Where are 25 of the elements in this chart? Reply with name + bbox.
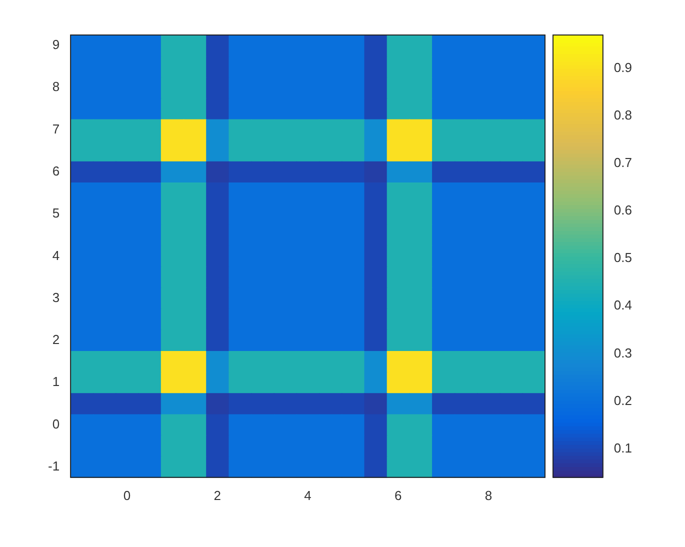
x-tick-label: 0 [123,488,131,503]
color-bar-label: 0.6 [614,202,632,218]
y-tick-label: 9 [52,37,60,52]
x-tick-label: 8 [484,488,492,503]
color-bar-label: 0.5 [614,250,632,266]
y-tick-label: -1 [48,458,60,474]
x-tick-label: 4 [304,488,312,503]
color-bar-label: 0.9 [614,60,632,75]
color-bar-label: 0.7 [614,155,632,170]
color-bar-label: 0.3 [614,345,632,360]
y-tick-label: 4 [52,248,60,263]
y-tick-label: 6 [52,164,60,179]
y-tick-label: 7 [52,121,60,136]
y-tick-label: 0 [52,416,60,432]
y-tick-label: 3 [52,290,60,305]
y-tick-label: 1 [52,374,60,390]
y-tick-label: 2 [52,332,60,348]
x-tick-label: 6 [394,488,402,503]
color-bar-label: 0.1 [614,440,632,456]
y-tick-label: 8 [52,79,60,94]
x-tick-label: 2 [214,488,222,503]
y-tick-label: 5 [52,206,60,221]
color-bar-label: 0.8 [614,107,632,122]
color-bar-label: 0.4 [614,298,632,313]
color-bar-label: 0.2 [614,392,632,408]
